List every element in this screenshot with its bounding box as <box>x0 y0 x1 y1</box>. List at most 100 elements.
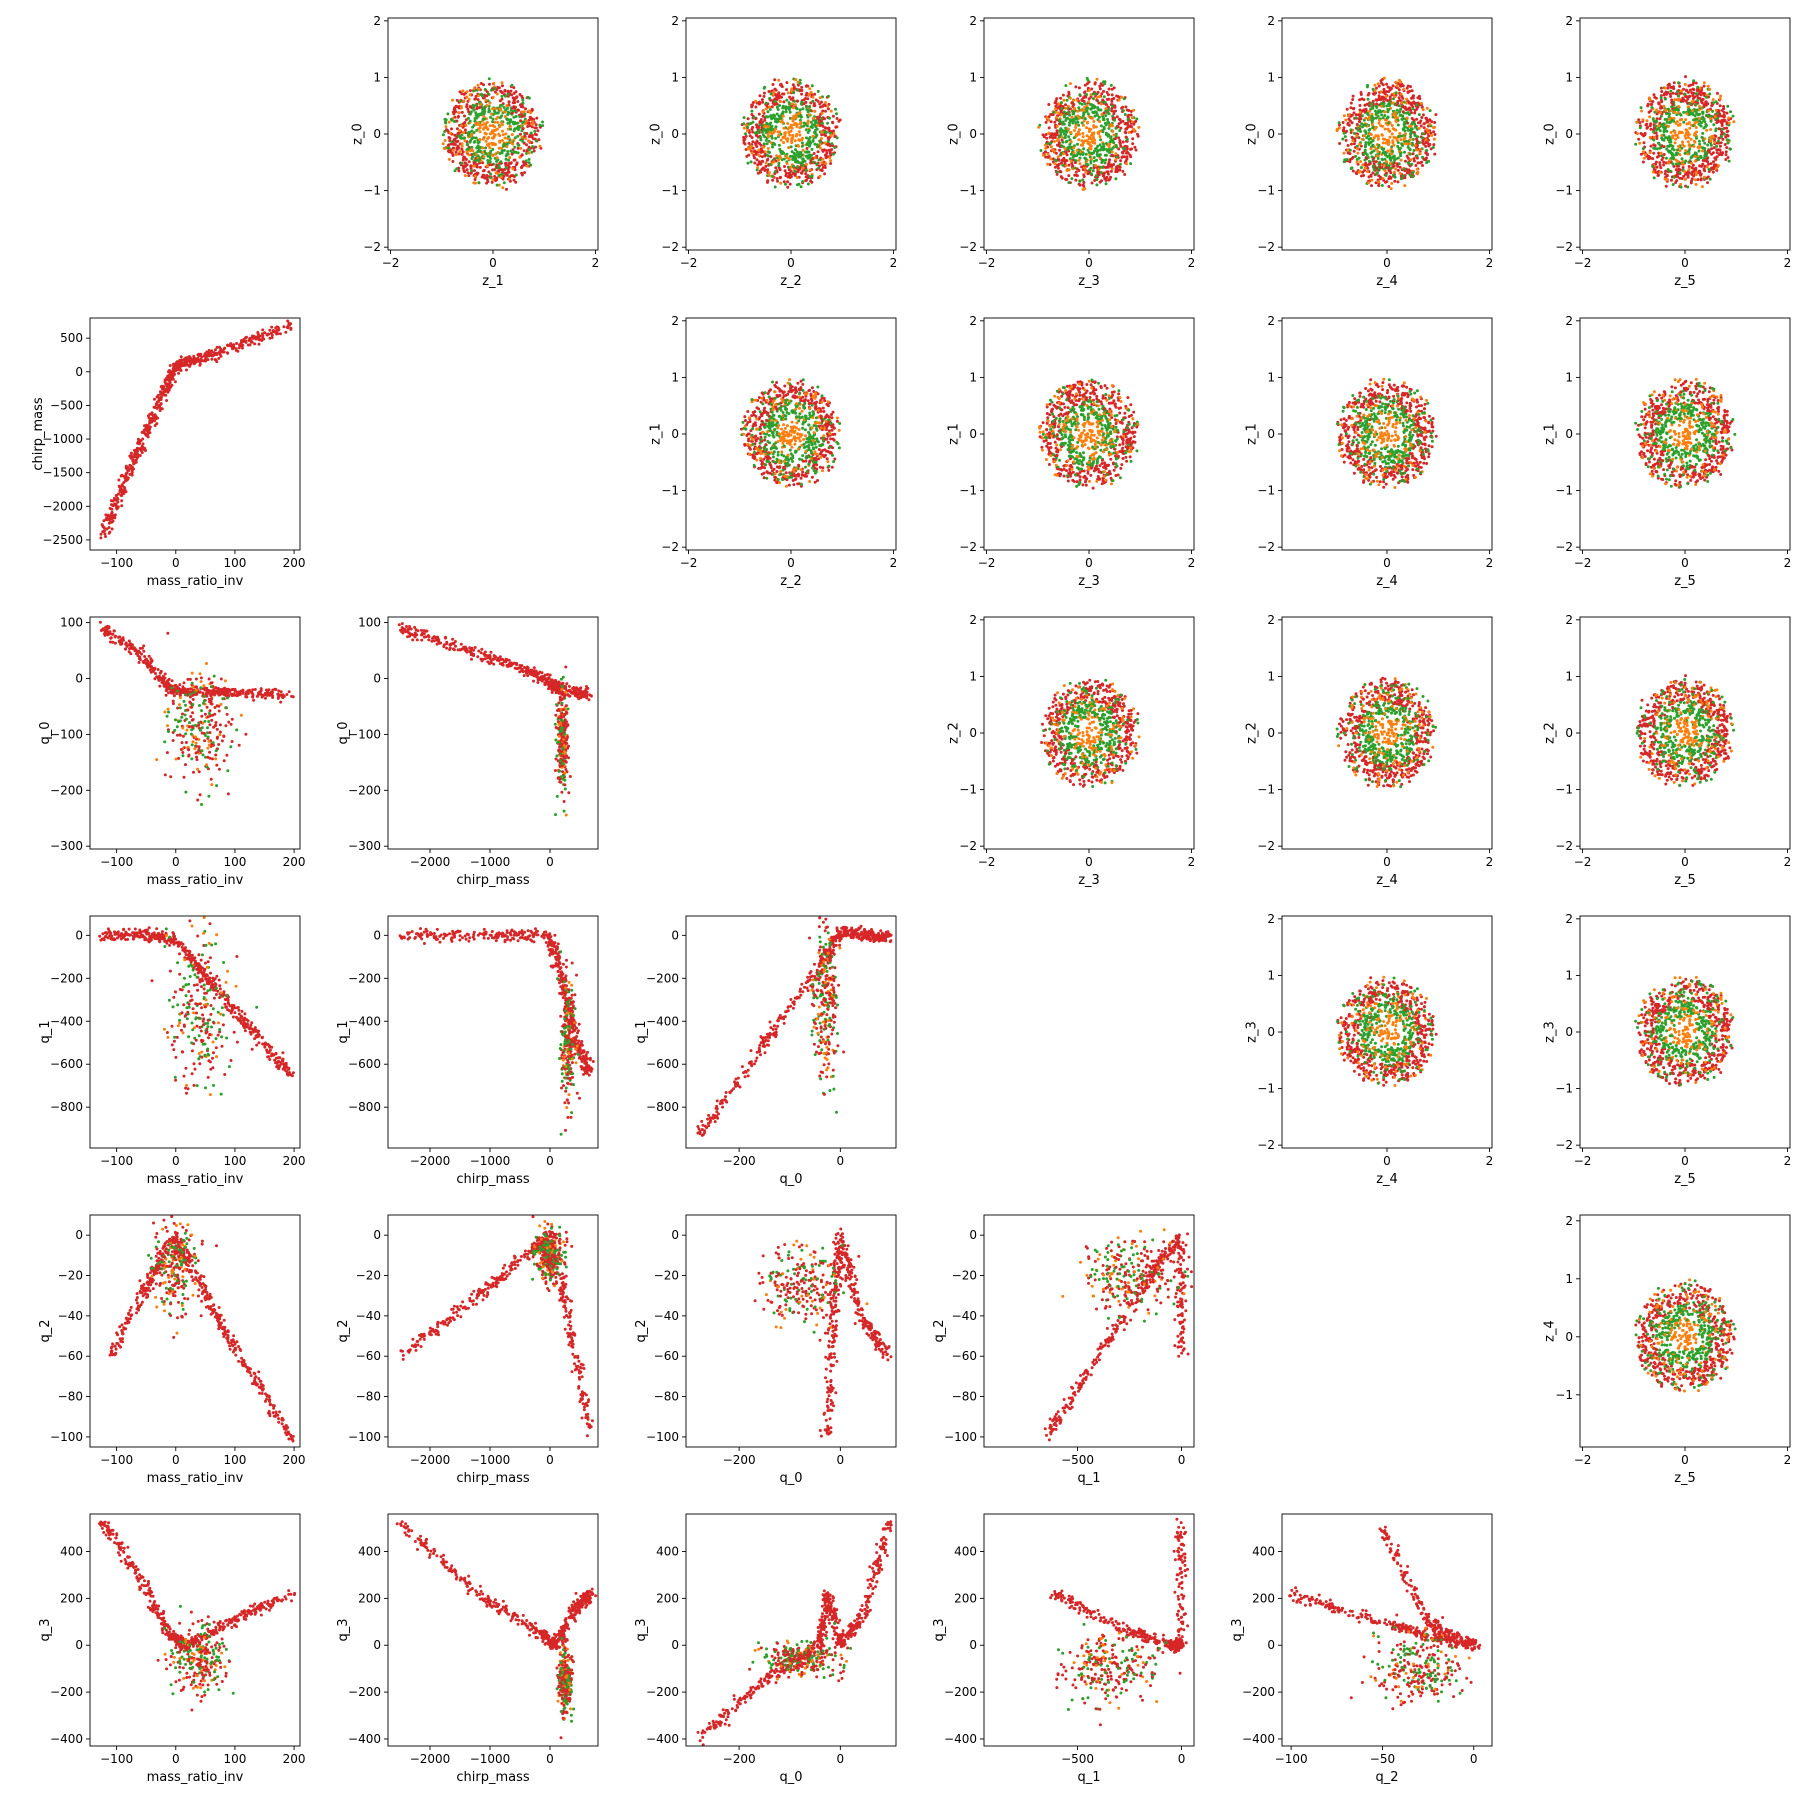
scatter-point <box>478 150 482 154</box>
scatter-point <box>1072 107 1076 111</box>
scatter-point <box>1726 104 1730 108</box>
scatter-point <box>1120 155 1124 159</box>
scatter-point <box>1084 157 1088 161</box>
scatter-point <box>1701 112 1705 115</box>
scatter-point <box>1431 146 1435 149</box>
scatter-point <box>806 182 810 186</box>
scatter-point <box>518 155 522 159</box>
scatter-point <box>805 136 808 140</box>
scatter-point <box>152 405 156 409</box>
scatter-point <box>1397 162 1401 166</box>
scatter-point <box>1714 100 1718 104</box>
scatter-point <box>833 135 837 139</box>
scatter-point <box>453 133 457 137</box>
scatter-point <box>773 185 777 189</box>
scatter-point <box>742 122 746 126</box>
scatter-point <box>1686 133 1690 137</box>
scatter-point <box>1109 169 1113 173</box>
scatter-point <box>457 111 461 115</box>
scatter-point <box>446 112 450 116</box>
scatter-point <box>823 172 827 176</box>
scatter-point <box>1408 142 1412 146</box>
scatter-point <box>504 166 508 170</box>
scatter-point <box>820 169 824 173</box>
scatter-point <box>1409 132 1413 136</box>
scatter-point <box>107 531 111 535</box>
scatter-point <box>794 134 798 138</box>
scatter-point <box>1054 159 1058 163</box>
scatter-point <box>1120 95 1123 99</box>
scatter-point <box>790 102 794 106</box>
scatter-point <box>128 463 132 467</box>
scatter-point <box>795 150 799 154</box>
scatter-point <box>1680 177 1684 180</box>
scatter-point <box>1674 153 1678 157</box>
scatter-point <box>1694 103 1698 107</box>
scatter-point <box>1671 134 1675 138</box>
scatter-point <box>785 88 789 92</box>
scatter-point <box>1658 161 1662 165</box>
scatter-point <box>1678 130 1681 134</box>
scatter-point <box>1711 109 1715 113</box>
scatter-point <box>509 118 513 122</box>
scatter-point <box>769 155 773 159</box>
scatter-point <box>517 128 520 131</box>
scatter-point <box>1125 155 1129 159</box>
scatter-point <box>1062 115 1066 119</box>
scatter-point <box>530 135 534 139</box>
scatter-point <box>1093 149 1097 153</box>
scatter-point <box>1119 159 1123 163</box>
scatter-point <box>1694 126 1698 129</box>
scatter-point <box>463 174 467 178</box>
scatter-point <box>497 183 501 187</box>
scatter-point <box>1060 176 1064 180</box>
scatter-point <box>1677 94 1681 98</box>
scatter-point <box>1696 88 1700 91</box>
scatter-point <box>132 462 136 466</box>
scatter-point <box>1082 119 1086 123</box>
scatter-point <box>487 77 491 81</box>
scatter-point <box>509 149 513 153</box>
x-axis-label: z_2 <box>780 274 802 289</box>
scatter-point <box>1396 164 1400 168</box>
scatter-point <box>796 99 800 103</box>
scatter-point <box>788 95 792 99</box>
scatter-point <box>808 105 812 108</box>
scatter-point <box>509 89 513 93</box>
scatter-point <box>1432 130 1436 134</box>
scatter-point <box>1712 101 1715 105</box>
scatter-point <box>806 156 810 160</box>
scatter-point <box>495 178 499 182</box>
scatter-point <box>1388 95 1392 99</box>
scatter-point <box>1367 141 1370 145</box>
scatter-point <box>1662 145 1666 149</box>
scatter-point <box>815 145 819 149</box>
scatter-point <box>534 139 538 143</box>
scatter-point <box>1390 124 1394 127</box>
scatter-point <box>1060 106 1064 110</box>
scatter-point <box>1665 129 1669 133</box>
scatter-point <box>1057 102 1061 106</box>
scatter-point <box>742 126 746 130</box>
scatter-point <box>816 123 820 127</box>
scatter-point <box>1645 119 1649 123</box>
scatter-point <box>488 160 492 163</box>
scatter-point <box>477 181 481 185</box>
scatter-point <box>1124 131 1128 135</box>
scatter-point <box>1725 121 1729 125</box>
scatter-point <box>1070 161 1074 165</box>
scatter-point <box>1425 161 1429 165</box>
scatter-point <box>1120 106 1124 110</box>
scatter-point <box>451 148 455 152</box>
scatter-point <box>1691 94 1695 97</box>
scatter-point <box>491 120 495 124</box>
scatter-point <box>474 97 477 101</box>
scatter-point <box>1702 93 1706 97</box>
scatter-point <box>1114 152 1118 156</box>
scatter-point <box>798 133 802 137</box>
scatter-point <box>804 175 808 179</box>
y-tick-label: −2 <box>1555 240 1573 254</box>
scatter-point <box>793 103 797 107</box>
scatter-point <box>1413 111 1417 115</box>
scatter-point <box>1382 101 1386 105</box>
